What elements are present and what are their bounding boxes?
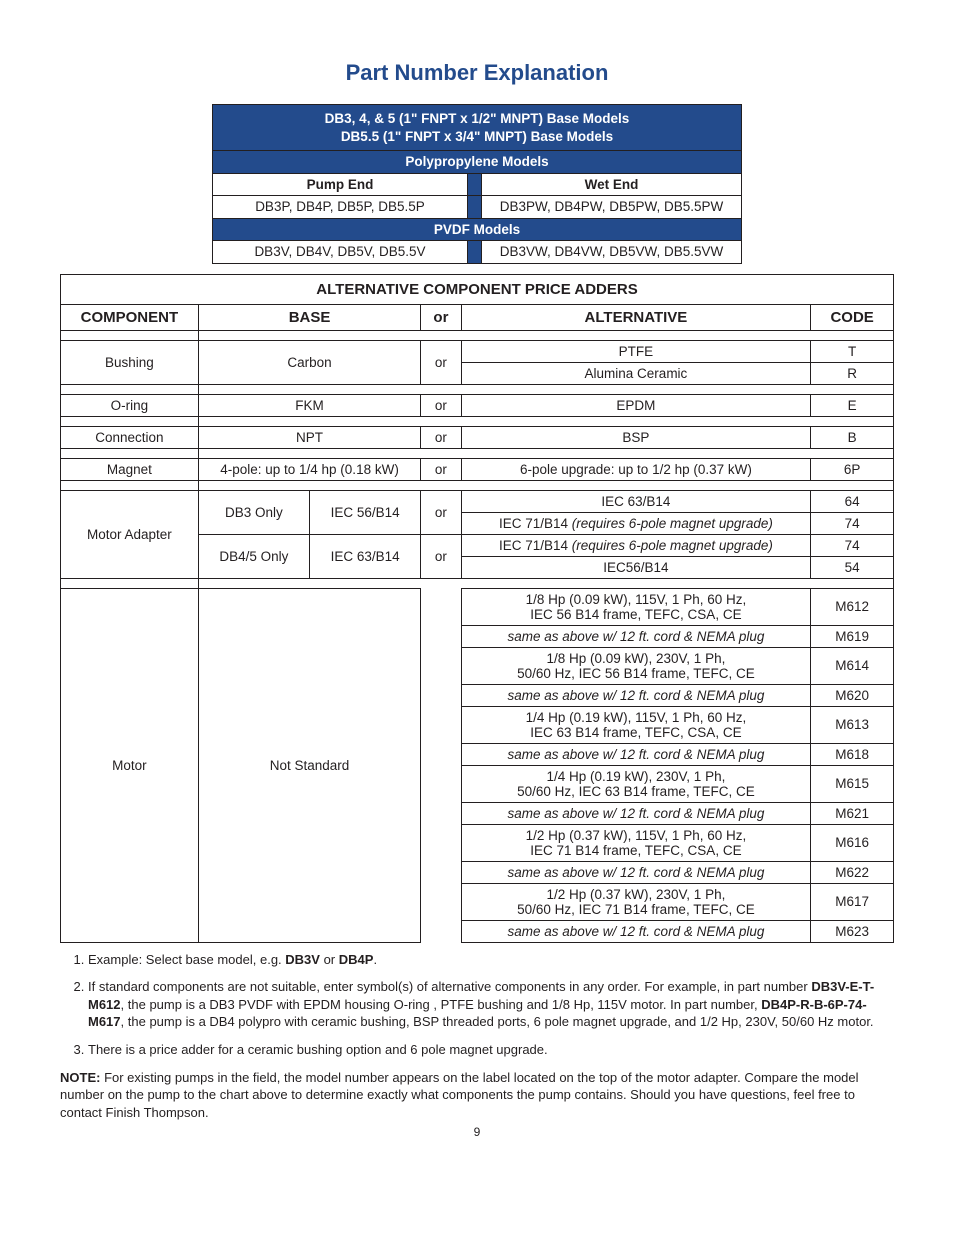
motor-code: M621 — [811, 802, 894, 824]
col-alt: ALTERNATIVE — [461, 304, 811, 330]
bushing-base: Carbon — [198, 340, 421, 384]
motor-code: M612 — [811, 588, 894, 625]
bushing-code1: T — [811, 340, 894, 362]
connection-code: B — [811, 426, 894, 448]
col-or: or — [421, 304, 461, 330]
bushing-code2: R — [811, 362, 894, 384]
magnet-base: 4-pole: up to 1/4 hp (0.18 kW) — [198, 458, 421, 480]
page-title: Part Number Explanation — [60, 60, 894, 86]
magnet-code: 6P — [811, 458, 894, 480]
motor-code: M619 — [811, 625, 894, 647]
db3-or: or — [421, 490, 461, 534]
magnet-or: or — [421, 458, 461, 480]
motor-component: Motor — [61, 588, 199, 942]
motor-alt: 1/8 Hp (0.09 kW), 115V, 1 Ph, 60 Hz,IEC … — [461, 588, 811, 625]
notes-section: Example: Select base model, e.g. DB3V or… — [60, 951, 894, 1121]
db45-code2: 54 — [811, 556, 894, 578]
connection-alt: BSP — [461, 426, 811, 448]
motor-alt: 1/4 Hp (0.19 kW), 230V, 1 Ph,50/60 Hz, I… — [461, 765, 811, 802]
base-models-header: DB3, 4, & 5 (1" FNPT x 1/2" MNPT) Base M… — [213, 105, 742, 151]
pvdf-pump-end: DB3V, DB4V, DB5V, DB5.5V — [213, 241, 468, 264]
motor-alt: same as above w/ 12 ft. cord & NEMA plug — [461, 861, 811, 883]
db45-code1: 74 — [811, 534, 894, 556]
motor-alt: 1/2 Hp (0.37 kW), 115V, 1 Ph, 60 Hz,IEC … — [461, 824, 811, 861]
db45-base: IEC 63/B14 — [310, 534, 421, 578]
motor-code: M620 — [811, 684, 894, 706]
poly-wet-end: DB3PW, DB4PW, DB5PW, DB5.5PW — [482, 196, 742, 219]
separator — [468, 173, 482, 196]
connection-component: Connection — [61, 426, 199, 448]
motor-base: Not Standard — [198, 588, 421, 942]
separator — [468, 241, 482, 264]
note-1: Example: Select base model, e.g. DB3V or… — [88, 951, 894, 969]
motor-code: M616 — [811, 824, 894, 861]
oring-code: E — [811, 394, 894, 416]
motor-code: M617 — [811, 883, 894, 920]
poly-header: Polypropylene Models — [213, 151, 742, 174]
pvdf-wet-end: DB3VW, DB4VW, DB5VW, DB5.5VW — [482, 241, 742, 264]
component-price-adders-table: ALTERNATIVE COMPONENT PRICE ADDERS COMPO… — [60, 274, 894, 943]
connection-or: or — [421, 426, 461, 448]
motor-alt: 1/4 Hp (0.19 kW), 115V, 1 Ph, 60 Hz,IEC … — [461, 706, 811, 743]
col-code: CODE — [811, 304, 894, 330]
components-title: ALTERNATIVE COMPONENT PRICE ADDERS — [61, 274, 894, 304]
bushing-or: or — [421, 340, 461, 384]
base-models-header-line2: DB5.5 (1" FNPT x 3/4" MNPT) Base Models — [341, 129, 613, 144]
note-3: There is a price adder for a ceramic bus… — [88, 1041, 894, 1059]
motor-alt: same as above w/ 12 ft. cord & NEMA plug — [461, 684, 811, 706]
motor-alt: 1/8 Hp (0.09 kW), 230V, 1 Ph,50/60 Hz, I… — [461, 647, 811, 684]
motor-adapter-component: Motor Adapter — [61, 490, 199, 578]
motor-code: M614 — [811, 647, 894, 684]
base-models-header-line1: DB3, 4, & 5 (1" FNPT x 1/2" MNPT) Base M… — [325, 111, 630, 126]
bushing-alt2: Alumina Ceramic — [461, 362, 811, 384]
db3-alt1: IEC 63/B14 — [461, 490, 811, 512]
db3-base: IEC 56/B14 — [310, 490, 421, 534]
base-models-table: DB3, 4, & 5 (1" FNPT x 1/2" MNPT) Base M… — [212, 104, 742, 264]
bushing-component: Bushing — [61, 340, 199, 384]
oring-alt: EPDM — [461, 394, 811, 416]
oring-or: or — [421, 394, 461, 416]
note-footer: NOTE: For existing pumps in the field, t… — [60, 1069, 894, 1122]
bushing-alt1: PTFE — [461, 340, 811, 362]
pvdf-header: PVDF Models — [213, 218, 742, 241]
db45-alt2: IEC56/B14 — [461, 556, 811, 578]
separator — [468, 196, 482, 219]
motor-code: M622 — [811, 861, 894, 883]
motor-code: M623 — [811, 920, 894, 942]
connection-base: NPT — [198, 426, 421, 448]
oring-component: O-ring — [61, 394, 199, 416]
db3-label: DB3 Only — [198, 490, 309, 534]
motor-code: M615 — [811, 765, 894, 802]
magnet-alt: 6-pole upgrade: up to 1/2 hp (0.37 kW) — [461, 458, 811, 480]
motor-code: M613 — [811, 706, 894, 743]
motor-alt: same as above w/ 12 ft. cord & NEMA plug — [461, 743, 811, 765]
poly-pump-end: DB3P, DB4P, DB5P, DB5.5P — [213, 196, 468, 219]
pump-end-label: Pump End — [213, 173, 468, 196]
oring-base: FKM — [198, 394, 421, 416]
wet-end-label: Wet End — [482, 173, 742, 196]
motor-alt: 1/2 Hp (0.37 kW), 230V, 1 Ph,50/60 Hz, I… — [461, 883, 811, 920]
db45-label: DB4/5 Only — [198, 534, 309, 578]
magnet-component: Magnet — [61, 458, 199, 480]
db3-code1: 64 — [811, 490, 894, 512]
page-number: 9 — [60, 1125, 894, 1139]
motor-alt: same as above w/ 12 ft. cord & NEMA plug — [461, 802, 811, 824]
motor-code: M618 — [811, 743, 894, 765]
col-base: BASE — [198, 304, 421, 330]
motor-alt: same as above w/ 12 ft. cord & NEMA plug — [461, 625, 811, 647]
db45-or: or — [421, 534, 461, 578]
db3-code2: 74 — [811, 512, 894, 534]
note-2: If standard components are not suitable,… — [88, 978, 894, 1031]
motor-alt: same as above w/ 12 ft. cord & NEMA plug — [461, 920, 811, 942]
col-component: COMPONENT — [61, 304, 199, 330]
motor-or — [421, 588, 461, 942]
db3-alt2: IEC 71/B14 (requires 6-pole magnet upgra… — [461, 512, 811, 534]
db45-alt1: IEC 71/B14 (requires 6-pole magnet upgra… — [461, 534, 811, 556]
